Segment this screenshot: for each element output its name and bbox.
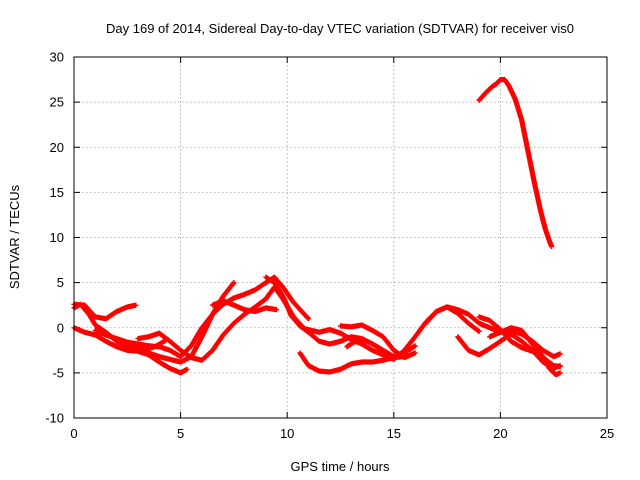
- y-tick-label: 5: [57, 275, 64, 290]
- y-tick-label: 20: [50, 140, 64, 155]
- y-tick-label: 10: [50, 230, 64, 245]
- x-axis-label: GPS time / hours: [291, 459, 390, 474]
- x-tick-label: 0: [70, 426, 77, 441]
- y-tick-label: 15: [50, 185, 64, 200]
- series-track-j: [337, 322, 418, 361]
- y-tick-label: 30: [50, 50, 64, 65]
- series-track-p: [476, 77, 555, 250]
- series-track-e: [114, 280, 237, 365]
- series-track-k: [344, 338, 367, 350]
- x-tick-label: 25: [600, 426, 614, 441]
- y-tick-label: 25: [50, 95, 64, 110]
- x-tick-label: 15: [387, 426, 401, 441]
- plot-frame: [73, 56, 608, 419]
- data-point-markers: [344, 338, 367, 350]
- y-tick-label: 0: [57, 320, 64, 335]
- y-tick-label: -5: [52, 365, 64, 380]
- series-track-o: [487, 325, 563, 378]
- x-tick-label: 10: [280, 426, 294, 441]
- y-axis-label: SDTVAR / TECUs: [7, 184, 22, 289]
- data-point-markers: [337, 322, 418, 361]
- y-tick-label: -10: [45, 411, 64, 426]
- x-tick-label: 5: [177, 426, 184, 441]
- data-point-markers: [476, 77, 555, 250]
- tick-labels: 0 5 10 15 20 25 -10 -5 0 5 10 15 20 25 30: [45, 50, 614, 442]
- data-point-markers: [487, 325, 563, 378]
- data-point-markers: [297, 350, 408, 375]
- series-track-i: [297, 350, 408, 375]
- chart-title: Day 169 of 2014, Sidereal Day-to-day VTE…: [106, 21, 574, 36]
- x-tick-label: 20: [493, 426, 507, 441]
- data-point-markers: [210, 298, 280, 315]
- data-point-markers: [114, 280, 237, 365]
- series-track-g: [210, 298, 280, 315]
